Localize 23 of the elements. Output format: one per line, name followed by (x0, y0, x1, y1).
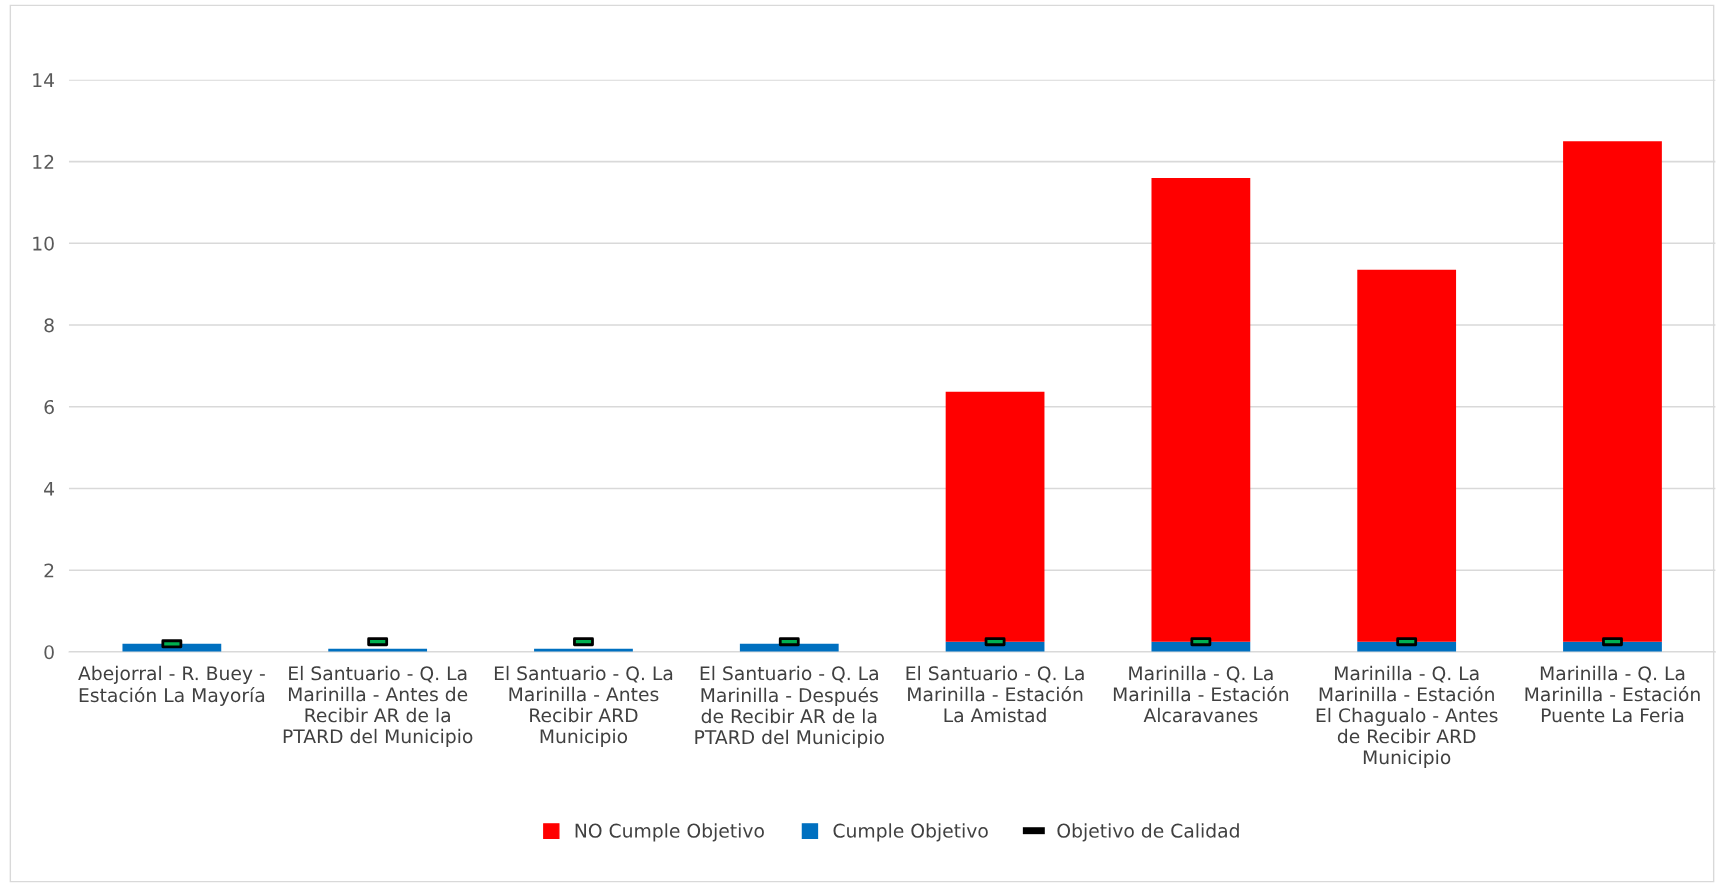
x-tick-label: Marinilla - Q. La Marinilla - Estación Alcaravanes (1113, 665, 1289, 723)
legend-label: NO Cumple Objetivo (575, 823, 764, 842)
legend-label: Objetivo de Calidad (1057, 823, 1239, 842)
y-tick-label: 10 (33, 236, 54, 251)
y-tick-label: 4 (44, 481, 55, 496)
y-tick-label: 0 (44, 645, 54, 660)
bar (1151, 177, 1251, 642)
bar (1563, 141, 1662, 642)
y-tick-label: 6 (44, 399, 54, 415)
x-tick-label: El Santuario - Q. La Marinilla - Antes de Recibir AR de la PTARD del Municipio (283, 665, 473, 747)
x-tick-label: Marinilla - Q. La Marinilla - Estación Puente La Feria (1525, 665, 1700, 723)
y-tick-label: 2 (44, 563, 54, 578)
y-tick-label: 14 (33, 73, 55, 87)
y-tick-label: 8 (44, 318, 54, 333)
y-tick-label: 12 (33, 154, 54, 169)
legend-label: Cumple Objetivo (833, 823, 988, 842)
bar (945, 391, 1045, 642)
bar (1357, 269, 1457, 642)
x-tick-label: El Santuario - Q. La Marinilla - Estación La Amistad (906, 665, 1084, 723)
x-tick-label: Marinilla - Q. La Marinilla - Estación El Chagualo - Antes de Recibir ARD Municipio (1316, 665, 1498, 768)
x-tick-label: El Santuario - Q. La Marinilla - Antes Recibir ARD Municipio (494, 665, 673, 747)
x-tick-label: El Santuario - Q. La Marinilla - Después de Recibir AR de la PTARD del Municipio (695, 665, 884, 748)
x-tick-label: Abejorral - R. Buey - Estación La Mayoría (78, 665, 265, 706)
